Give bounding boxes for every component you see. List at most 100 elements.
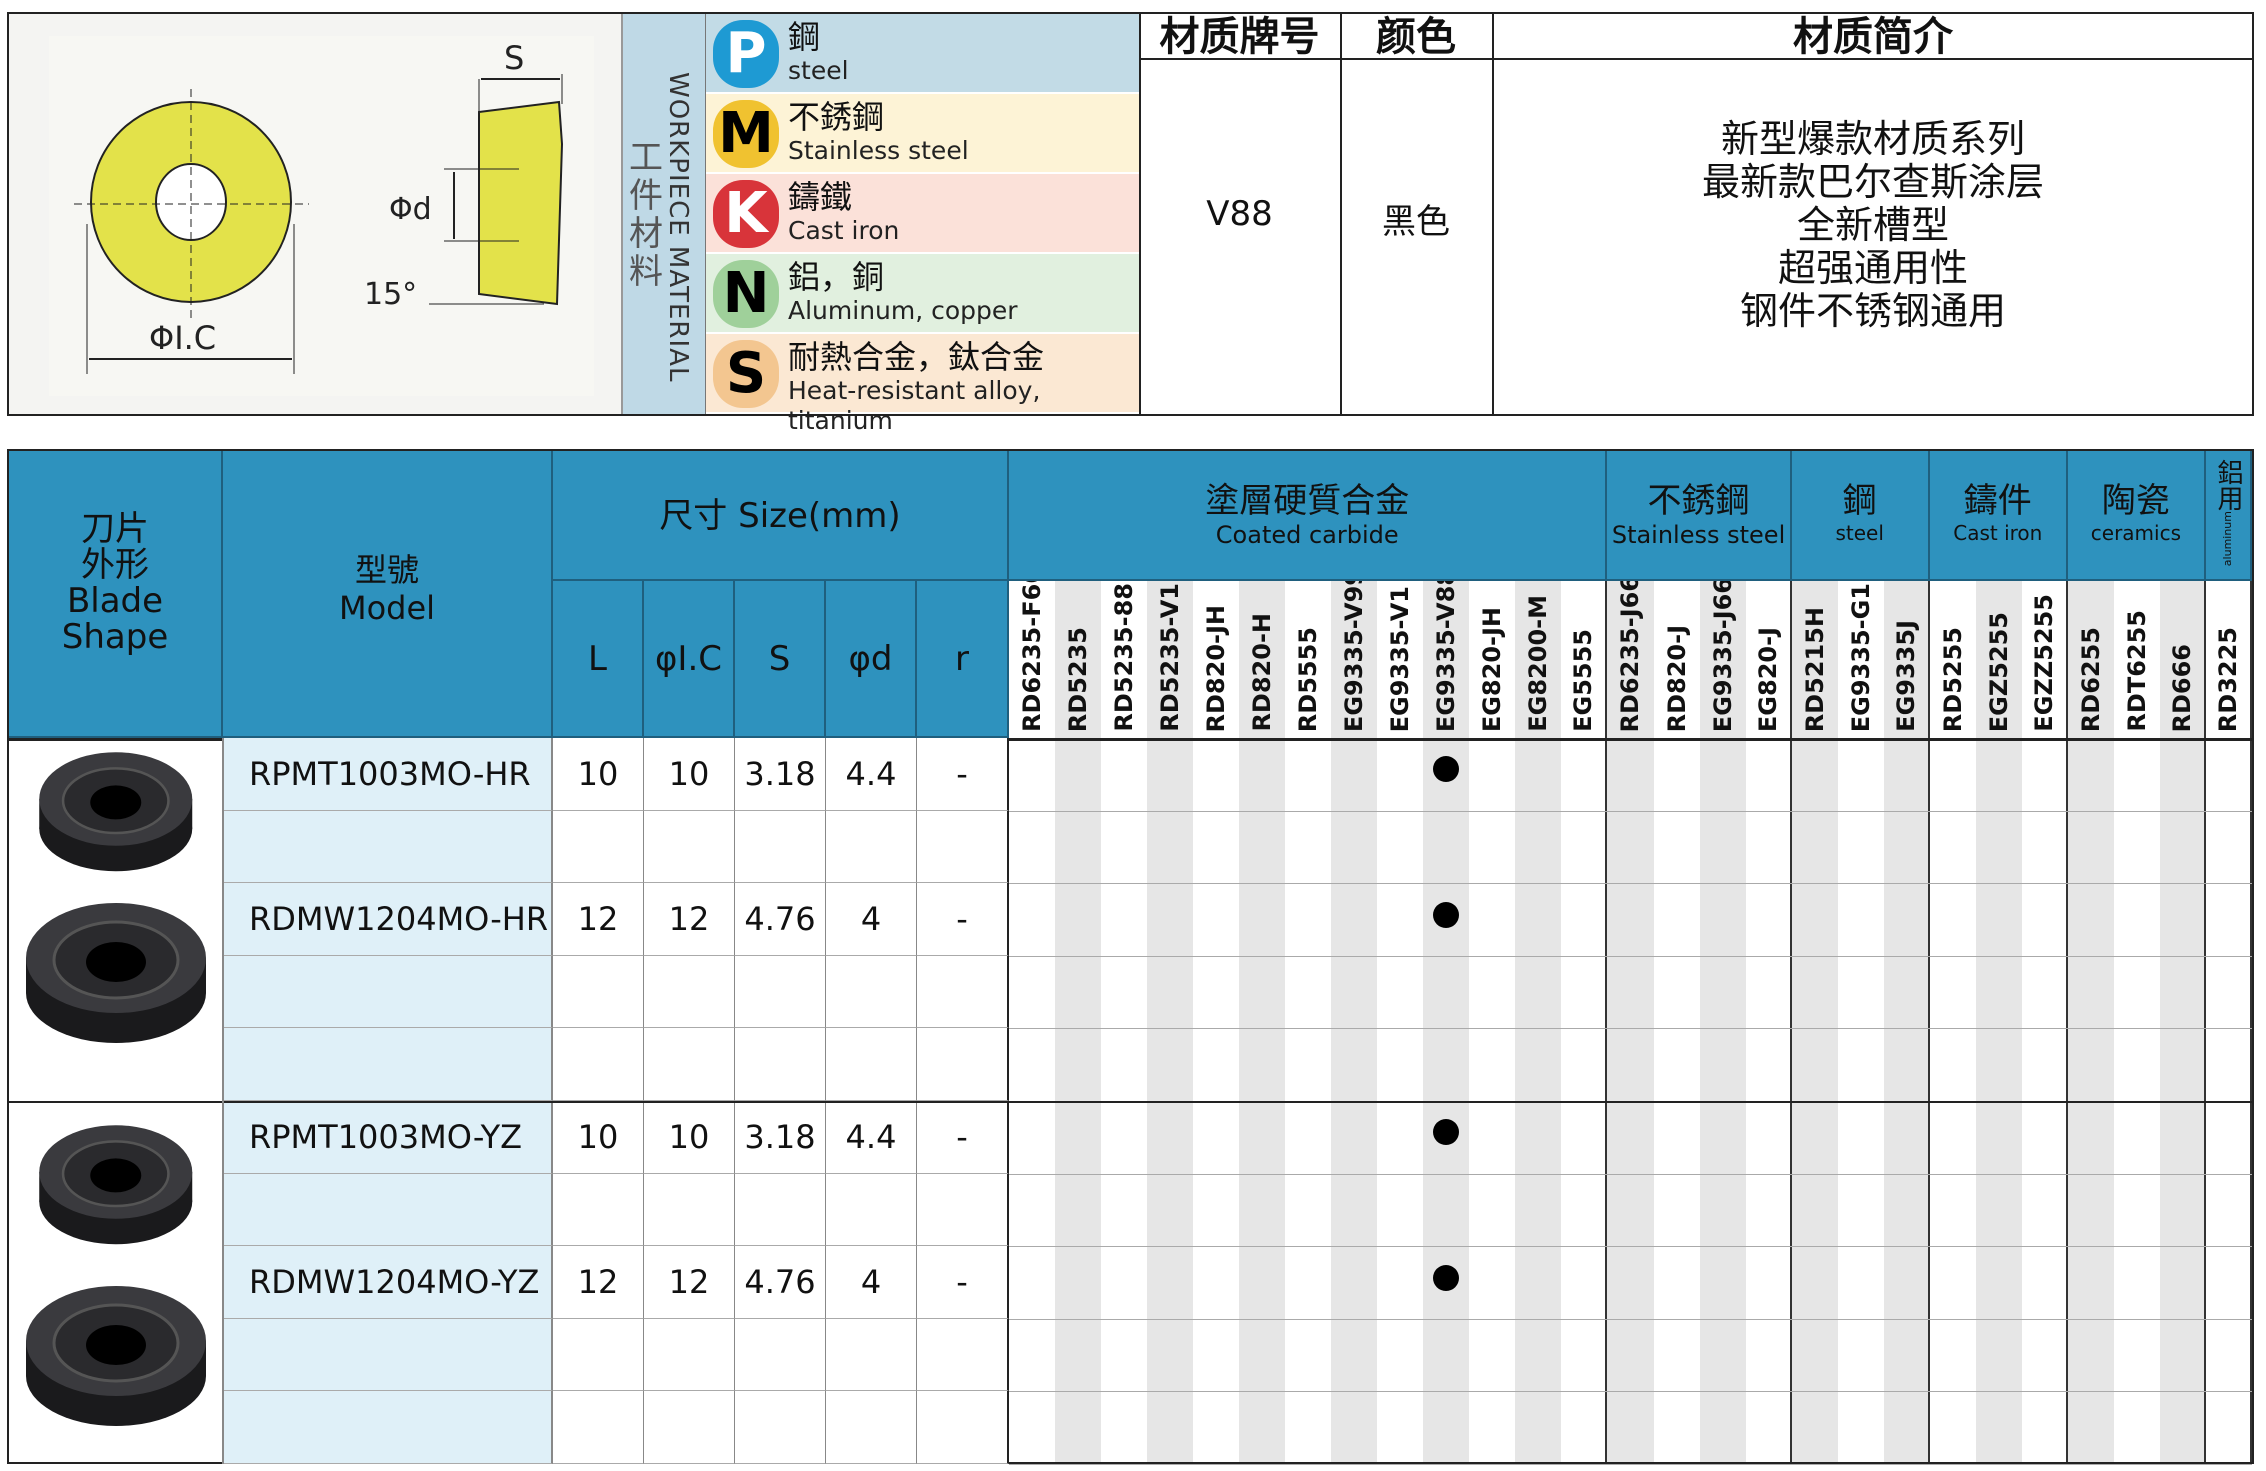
blade-col-divider bbox=[222, 738, 224, 1464]
row-divider bbox=[1009, 1246, 2252, 1248]
material-row-k: K 鑄鐵 Cast iron bbox=[706, 174, 1139, 254]
grade-label: EG9335J bbox=[1891, 620, 1920, 732]
grade-column-rd5215h: RD5215H bbox=[1791, 581, 1838, 1462]
size-cell-L: 10 bbox=[553, 738, 644, 811]
size-cell-d bbox=[826, 955, 917, 1029]
grade-label: EG9335-V88 bbox=[1432, 568, 1461, 732]
grade-column-eg9335-v1: EG9335-V1 bbox=[1377, 581, 1424, 1462]
group-cn: 陶瓷 bbox=[2101, 481, 2170, 521]
workpiece-cn: 工件材料 bbox=[629, 138, 663, 292]
grade-label: RD5235-V1 bbox=[1156, 583, 1185, 732]
applicable-mark-dot bbox=[1433, 901, 1460, 928]
applicable-mark-dot bbox=[1433, 1119, 1460, 1146]
material-row-p: P 鋼 steel bbox=[706, 14, 1139, 94]
grade-label: RD820-JH bbox=[1202, 604, 1231, 732]
grade-label: RD5255 bbox=[1938, 626, 1967, 732]
grade-column-rd820-h: RD820-H bbox=[1239, 581, 1286, 1462]
grade-column-rd5255: RD5255 bbox=[1929, 581, 1976, 1462]
size-cell-L bbox=[553, 955, 644, 1029]
size-cell-r bbox=[917, 955, 1009, 1029]
insert-drawing: ΦI.C S Φd 15° bbox=[49, 36, 594, 396]
grade-column-rd5235: RD5235 bbox=[1055, 581, 1102, 1462]
intro-line: 钢件不锈钢通用 bbox=[1739, 289, 2006, 333]
grade-label: RD5215H bbox=[1800, 606, 1829, 732]
size-col-header: φI.C bbox=[644, 581, 735, 738]
group-header: 鑄件 Cast iron bbox=[1929, 451, 2068, 581]
size-cell-L: 10 bbox=[553, 1101, 644, 1174]
grade-label: EG5555 bbox=[1569, 629, 1598, 732]
size-cell-r bbox=[917, 1173, 1009, 1247]
material-cn: 耐熱合金，鈦合金 bbox=[788, 338, 1045, 376]
row-divider bbox=[1009, 810, 2252, 812]
model-cell bbox=[223, 1028, 553, 1101]
size-cell-L: 12 bbox=[553, 1246, 644, 1319]
material-badge-s: S bbox=[713, 340, 779, 408]
group-en: ceramics bbox=[2090, 521, 2182, 545]
group-cn: 不銹鋼 bbox=[1647, 481, 1750, 521]
grade-column-rd6255: RD6255 bbox=[2067, 581, 2114, 1462]
group-en: Coated carbide bbox=[1215, 521, 1399, 549]
grade-label: EG9335-J66 bbox=[1708, 576, 1737, 732]
grade-column-rd6235-j66: RD6235-J66 bbox=[1607, 575, 1654, 1462]
material-intro: 新型爆款材质系列 最新款巴尔查斯涂层 全新槽型 超强通用性 钢件不锈钢通用 bbox=[1492, 118, 2254, 333]
column-divider bbox=[1139, 14, 1141, 414]
size-cell-r bbox=[917, 1028, 1009, 1101]
size-cell-d bbox=[826, 1391, 917, 1464]
grade-label: RD666 bbox=[2167, 643, 2196, 733]
size-cell-L bbox=[553, 1028, 644, 1101]
material-row-s: S 耐熱合金，鈦合金 Heat-resistant alloy, titanium bbox=[706, 334, 1139, 435]
size-cell-ic bbox=[644, 810, 735, 884]
grade-column-eg9335-g1: EG9335-G1 bbox=[1837, 581, 1884, 1462]
size-cell-ic bbox=[644, 955, 735, 1029]
group-header: 鋼 steel bbox=[1791, 451, 1930, 581]
workpiece-material-label: WORKPIECE MATERIAL 工件材料 bbox=[623, 14, 706, 414]
grade-column-eg8200-m: EG8200-M bbox=[1515, 581, 1562, 1462]
group-header: 鋁用 aluminum bbox=[2205, 451, 2252, 581]
blade-shape-header: 刀片 外形 Blade Shape bbox=[9, 451, 223, 738]
model-cell: RPMT1003MO-YZ bbox=[223, 1101, 553, 1174]
grade-value: V88 bbox=[1206, 194, 1273, 234]
size-col-header: r bbox=[917, 581, 1009, 738]
size-col-header: L bbox=[553, 581, 644, 738]
material-en: Heat-resistant alloy, titanium bbox=[788, 376, 1041, 435]
size-cell-L bbox=[553, 1391, 644, 1464]
material-badge-k: K bbox=[713, 180, 779, 248]
grade-column-eg5555: EG5555 bbox=[1561, 581, 1608, 1462]
grade-label: EG9335-V1 bbox=[1386, 585, 1415, 732]
grade-label: EG9335-V99 bbox=[1340, 568, 1369, 732]
grade-label: EG8200-M bbox=[1524, 595, 1553, 732]
grade-label: RD6255 bbox=[2076, 626, 2105, 732]
model-header-text: Model bbox=[338, 589, 436, 627]
size-cell-d: 4.4 bbox=[826, 1101, 917, 1174]
grade-label: RDT6255 bbox=[2122, 610, 2151, 732]
size-cell-L bbox=[553, 1173, 644, 1247]
material-badge-n: N bbox=[713, 260, 779, 328]
color-header: 颜色 bbox=[1340, 14, 1492, 60]
grade-label: EG9335-G1 bbox=[1846, 582, 1875, 732]
size-cell-d bbox=[826, 1318, 917, 1392]
material-info-panel: ΦI.C S Φd 15° WORKPIECE MATERIAL 工件材料 材质… bbox=[7, 12, 2254, 435]
grade-column-egz5255: EGZ5255 bbox=[1975, 581, 2022, 1462]
size-cell-d bbox=[826, 1028, 917, 1101]
material-en: Stainless steel bbox=[788, 136, 969, 165]
grade-label: EGZZ5255 bbox=[2029, 594, 2058, 732]
s-dimension-label: S bbox=[504, 39, 524, 77]
size-cell-ic: 12 bbox=[644, 1246, 735, 1319]
size-cell-d: 4 bbox=[826, 883, 917, 956]
material-badge-m: M bbox=[713, 100, 779, 168]
model-cell bbox=[223, 1173, 553, 1247]
material-en: Cast iron bbox=[788, 216, 900, 245]
size-header: 尺寸 Size(mm) bbox=[553, 451, 1009, 581]
grade-column-eg9335j: EG9335J bbox=[1883, 581, 1930, 1462]
row-divider bbox=[1009, 1464, 2252, 1465]
column-divider bbox=[1492, 14, 1494, 414]
grade-label: RD5235-88 bbox=[1110, 583, 1139, 732]
intro-line: 全新槽型 bbox=[1796, 203, 1949, 247]
size-cell-r: - bbox=[917, 738, 1009, 811]
grade-column-rd6235-f66: RD6235-F66 bbox=[1009, 567, 1056, 1462]
color-value: 黑色 bbox=[1382, 202, 1450, 242]
grade-label: RD5555 bbox=[1294, 626, 1323, 732]
group-cn: 塗層硬質合金 bbox=[1205, 481, 1410, 521]
d-dimension-label: Φd bbox=[389, 192, 432, 227]
size-col-header: φd bbox=[826, 581, 917, 738]
